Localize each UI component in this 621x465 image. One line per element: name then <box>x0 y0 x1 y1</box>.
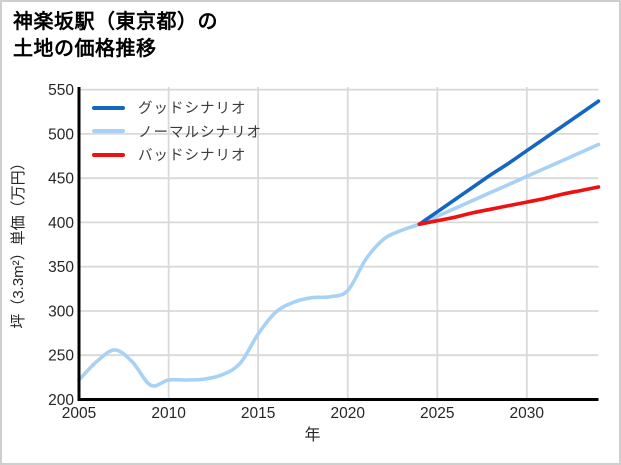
legend-label-bad-scenario: バッドシナリオ <box>138 148 247 165</box>
svg-text:2005: 2005 <box>62 405 96 422</box>
svg-text:2020: 2020 <box>330 405 365 422</box>
bad-scenario-line-swatch <box>92 152 125 157</box>
legend-label-good-scenario: グッドシナリオ <box>138 101 247 118</box>
svg-text:300: 300 <box>48 304 74 321</box>
svg-text:250: 250 <box>48 348 74 365</box>
legend-item-bad-scenario: バッドシナリオ <box>92 143 262 167</box>
chart-title-line2: 土地の価格推移 <box>13 38 157 60</box>
legend-item-normal-scenario: ノーマルシナリオ <box>92 120 262 144</box>
chart-legend: グッドシナリオ ノーマルシナリオ バッドシナリオ <box>92 96 262 167</box>
svg-text:400: 400 <box>48 215 74 232</box>
y-axis-label: 坪（3.3m²）単価（万円） <box>10 155 27 329</box>
svg-text:2030: 2030 <box>510 405 545 422</box>
chart-title-line1: 神楽坂駅（東京都）の <box>13 11 218 33</box>
good-scenario-line-swatch <box>92 105 125 110</box>
normal-scenario-line-swatch <box>92 129 125 134</box>
x-axis-label: 年 <box>304 427 321 444</box>
svg-text:200: 200 <box>48 392 74 409</box>
svg-text:2025: 2025 <box>420 405 454 422</box>
svg-text:550: 550 <box>48 82 74 99</box>
svg-text:450: 450 <box>48 171 74 188</box>
legend-item-good-scenario: グッドシナリオ <box>92 96 262 120</box>
legend-label-normal-scenario: ノーマルシナリオ <box>138 124 262 141</box>
svg-text:350: 350 <box>48 259 74 276</box>
svg-text:2010: 2010 <box>151 405 186 422</box>
svg-text:2015: 2015 <box>241 405 275 422</box>
svg-text:500: 500 <box>48 126 74 143</box>
chart-title: 神楽坂駅（東京都）の 土地の価格推移 <box>13 9 218 63</box>
